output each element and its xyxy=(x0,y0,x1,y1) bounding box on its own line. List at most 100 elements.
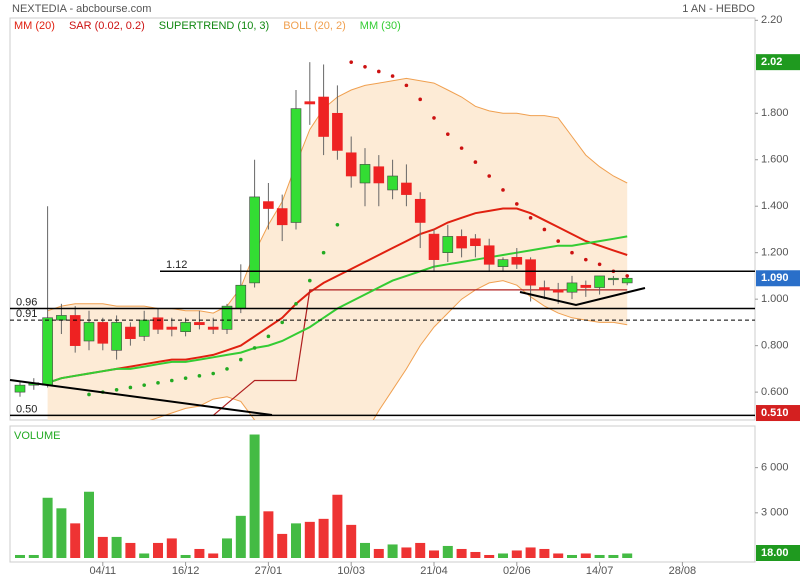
sar-dot xyxy=(542,227,547,232)
candle-body xyxy=(152,317,164,330)
volume-bar xyxy=(263,511,274,558)
candle-body xyxy=(483,245,495,265)
candle-body xyxy=(69,315,81,346)
volume-bar xyxy=(15,554,25,558)
sar-dot xyxy=(280,320,285,325)
legend-entry: MM (20) xyxy=(14,20,55,32)
volume-bar xyxy=(484,554,495,558)
level-label: 1.12 xyxy=(166,259,187,271)
sar-dot xyxy=(87,392,91,397)
candle-body xyxy=(511,257,523,265)
price-plot xyxy=(14,60,633,420)
volume-bar xyxy=(415,542,426,558)
volume-bar xyxy=(594,554,605,558)
volume-bar xyxy=(332,494,343,558)
x-tick-label: 28/08 xyxy=(669,565,697,577)
candle-body xyxy=(138,319,150,337)
volume-bar xyxy=(304,521,315,558)
volume-bar xyxy=(456,548,467,558)
candle-body xyxy=(470,238,481,247)
candle-body xyxy=(552,289,564,293)
candle-body xyxy=(83,322,95,342)
candle-body xyxy=(97,322,109,344)
volume-bar xyxy=(525,547,536,558)
volume-bar xyxy=(291,523,301,558)
volume-bar xyxy=(180,554,191,558)
candle-body xyxy=(221,305,233,330)
candle-body xyxy=(56,315,67,321)
volume-plot xyxy=(15,434,633,558)
y-tick-label: 1.400 xyxy=(761,200,789,212)
sar-dot xyxy=(308,278,312,283)
volume-bar xyxy=(511,550,522,558)
price-marker-label: 0.510 xyxy=(761,407,789,419)
candle-body xyxy=(373,166,385,184)
sar-dot xyxy=(335,223,340,227)
volume-bar xyxy=(580,553,591,558)
candle-body xyxy=(180,322,191,332)
volume-bar xyxy=(153,542,163,558)
x-tick-label: 27/01 xyxy=(255,565,283,577)
sar-dot xyxy=(446,132,450,136)
sar-dot xyxy=(377,69,381,74)
price-marker-label: 18.00 xyxy=(761,547,789,559)
x-tick-label: 21/04 xyxy=(420,565,448,577)
volume-bar xyxy=(277,533,288,558)
volume-bar xyxy=(429,550,439,558)
y-tick-label: 1.200 xyxy=(761,247,789,259)
sar-dot xyxy=(211,371,215,376)
y-tick-label: 1.000 xyxy=(761,293,789,305)
y-tick-label: 3 000 xyxy=(761,507,789,519)
price-marker xyxy=(756,405,800,422)
volume-bar xyxy=(222,538,232,558)
volume-bar xyxy=(470,551,481,558)
candle-body xyxy=(290,108,302,223)
candle-body xyxy=(249,196,260,284)
chart-title: NEXTEDIA - abcbourse.com xyxy=(12,3,151,15)
sar-dot xyxy=(528,216,533,220)
legend-entry: SUPERTREND (10, 3) xyxy=(159,20,269,32)
sar-dot xyxy=(404,83,409,88)
candle-body xyxy=(235,284,247,309)
sar-dot xyxy=(128,385,133,390)
candle-body xyxy=(166,326,178,330)
sar-dot xyxy=(459,146,464,150)
candle-body xyxy=(263,201,274,209)
x-tick-label: 04/11 xyxy=(89,565,116,577)
volume-label: VOLUME xyxy=(14,430,60,442)
sar-dot xyxy=(597,262,602,267)
sar-dot xyxy=(487,174,492,178)
sar-dot xyxy=(432,116,436,120)
volume-bar xyxy=(166,538,177,558)
candle-body xyxy=(304,101,316,105)
candle-body xyxy=(566,282,578,293)
candle-body xyxy=(414,198,426,223)
x-tick-label: 14/07 xyxy=(586,565,614,577)
sar-dot xyxy=(390,74,395,78)
trendline xyxy=(519,287,646,307)
volume-panel xyxy=(9,425,756,563)
price-marker xyxy=(756,545,800,561)
candle-body xyxy=(428,233,440,260)
sar-dot xyxy=(570,250,574,255)
sar-dot xyxy=(625,274,629,278)
sar-dot xyxy=(556,239,560,243)
sar-dot xyxy=(225,367,229,371)
volume-bar xyxy=(387,544,398,558)
price-marker xyxy=(756,54,800,71)
candle-body xyxy=(318,96,329,137)
sar-dot xyxy=(183,376,188,380)
candle-body xyxy=(345,152,357,177)
x-tick-label: 16/12 xyxy=(172,565,200,577)
sar-dot xyxy=(266,334,271,339)
drawn-trendlines xyxy=(9,287,646,416)
y-tick-label: 2.20 xyxy=(761,14,782,26)
candle-body xyxy=(539,287,550,291)
sar-dot xyxy=(418,97,423,102)
candle-body xyxy=(125,326,136,339)
sar-dot xyxy=(584,257,588,262)
volume-bar xyxy=(401,547,412,558)
sar-dot xyxy=(252,346,257,350)
